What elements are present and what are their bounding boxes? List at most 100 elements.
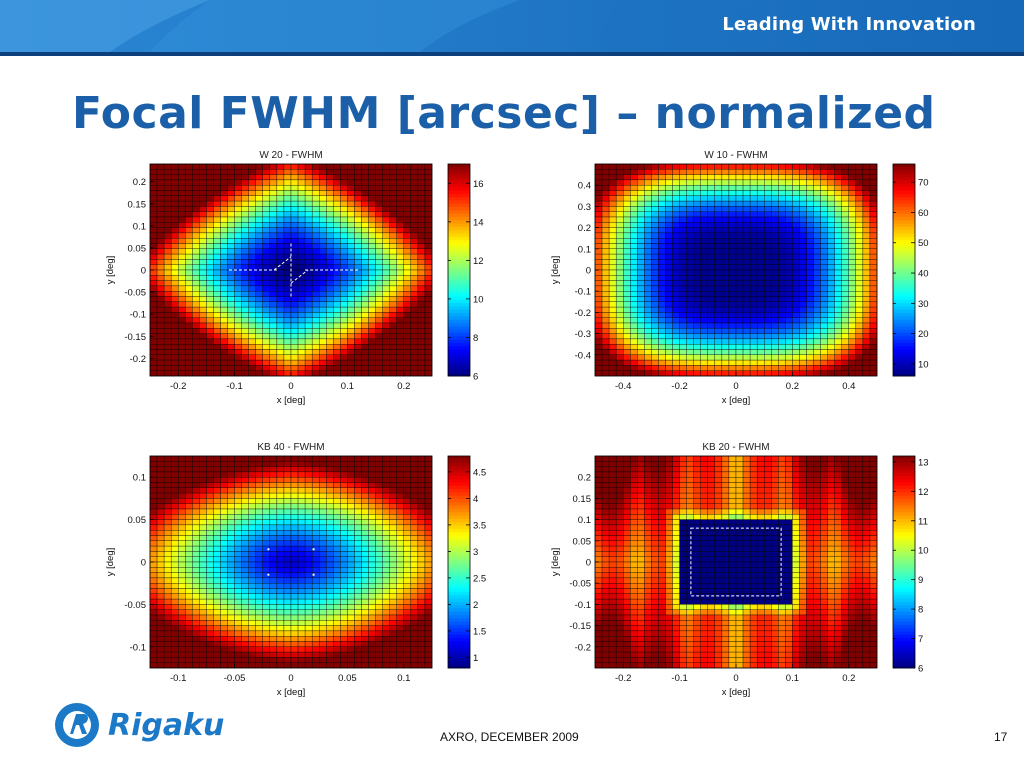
heatmap-cell: [347, 365, 355, 371]
heatmap-cell: [269, 561, 278, 568]
heatmap-cell: [241, 498, 249, 504]
heatmap-cell: [799, 285, 807, 292]
heatmap-cell: [156, 169, 165, 175]
heatmap-cell: [403, 482, 412, 488]
heatmap-cell: [382, 174, 390, 181]
heatmap-cell: [764, 312, 772, 318]
heatmap-cell: [658, 285, 666, 292]
heatmap-cell: [185, 195, 193, 202]
heatmap-cell: [304, 190, 313, 196]
heatmap-cell: [206, 662, 214, 669]
heatmap-cell: [163, 243, 172, 249]
heatmap-cell: [199, 561, 207, 568]
heatmap-cell: [608, 216, 617, 223]
heatmap-cell: [283, 572, 292, 579]
heatmap-cell: [389, 498, 397, 504]
heatmap-cell: [651, 232, 659, 239]
heatmap-cell: [340, 259, 348, 265]
heatmap-cell: [276, 338, 285, 345]
heatmap-cell: [728, 264, 737, 271]
heatmap-cell: [241, 540, 249, 547]
heatmap-cell: [361, 561, 369, 568]
heatmap-cell: [297, 514, 306, 520]
heatmap-cell: [262, 471, 271, 478]
heatmap-cell: [707, 301, 716, 308]
heatmap-cell: [192, 370, 200, 377]
heatmap-cell: [855, 312, 864, 318]
heatmap-cell: [785, 317, 793, 324]
heatmap-cell: [333, 349, 341, 355]
heatmap-cell: [178, 620, 186, 626]
heatmap-cell: [354, 540, 362, 547]
heatmap-cell: [234, 630, 242, 637]
heatmap-cell: [630, 349, 638, 355]
heatmap-cell: [623, 163, 631, 170]
heatmap-cell: [361, 328, 369, 334]
heatmap-cell: [178, 190, 186, 196]
heatmap-cell: [156, 636, 165, 642]
heatmap-cell: [149, 477, 158, 483]
heatmap-cell: [304, 365, 313, 371]
heatmap-cell: [276, 540, 285, 547]
heatmap-cell: [311, 238, 320, 244]
heatmap-cell: [749, 269, 758, 276]
heatmap-cell: [424, 301, 433, 308]
heatmap-cell: [178, 338, 186, 345]
heatmap-cell: [714, 275, 723, 281]
heatmap-cell: [262, 275, 271, 281]
heatmap-cell: [382, 370, 390, 377]
heatmap-cell: [185, 322, 193, 329]
heatmap-cell: [368, 593, 376, 600]
heatmap-cell: [340, 588, 348, 594]
heatmap-cell: [361, 322, 369, 329]
heatmap-cell: [276, 328, 285, 334]
heatmap-cell: [304, 604, 313, 610]
heatmap-cell: [396, 646, 404, 653]
heatmap-cell: [714, 365, 723, 371]
heatmap-cell: [813, 269, 821, 276]
heatmap-cell: [262, 508, 271, 515]
heatmap-cell: [241, 322, 249, 329]
heatmap-cell: [410, 238, 419, 244]
heatmap-cell: [178, 328, 186, 334]
heatmap-cell: [255, 482, 263, 488]
heatmap-cell: [785, 306, 793, 313]
heatmap-cell: [192, 614, 200, 621]
heatmap-cell: [672, 227, 680, 234]
heatmap-cell: [178, 477, 186, 483]
heatmap-cell: [686, 370, 694, 377]
heatmap-cell: [799, 317, 807, 324]
heatmap-cell: [297, 365, 306, 371]
heatmap-cell: [410, 508, 419, 515]
heatmap-cell: [806, 243, 814, 249]
heatmap-cell: [340, 185, 348, 191]
heatmap-cell: [749, 185, 758, 191]
heatmap-cell: [283, 169, 292, 175]
heatmap-panel-kb40: KB 40 - FWHM-0.1 -0.05 0 0.05 0.10.10.050-0.…: [105, 442, 486, 698]
heatmap-cell: [651, 359, 659, 366]
heatmap-cell: [848, 200, 857, 207]
heatmap-cell: [707, 216, 716, 223]
heatmap-cell: [283, 498, 292, 504]
heatmap-cell: [319, 477, 327, 483]
heatmap-cell: [396, 609, 404, 616]
heatmap-cell: [234, 524, 242, 531]
heatmap-cell: [707, 190, 716, 196]
heatmap-cell: [361, 312, 369, 318]
heatmap-cell: [311, 524, 320, 531]
heatmap-cell: [170, 163, 179, 170]
heatmap-cell: [333, 285, 341, 292]
colorbar-tick-label: 1: [473, 653, 478, 664]
heatmap-cell: [213, 530, 221, 536]
heatmap-cell: [276, 646, 285, 653]
heatmap-cell: [170, 312, 179, 318]
heatmap-cell: [375, 253, 383, 260]
heatmap-cell: [686, 222, 694, 228]
heatmap-cell: [199, 359, 207, 366]
heatmap-cell: [319, 583, 327, 589]
heatmap-cell: [714, 306, 723, 313]
heatmap-cell: [785, 333, 793, 340]
heatmap-cell: [269, 338, 278, 345]
heatmap-cell: [799, 179, 807, 186]
heatmap-cell: [375, 338, 383, 345]
